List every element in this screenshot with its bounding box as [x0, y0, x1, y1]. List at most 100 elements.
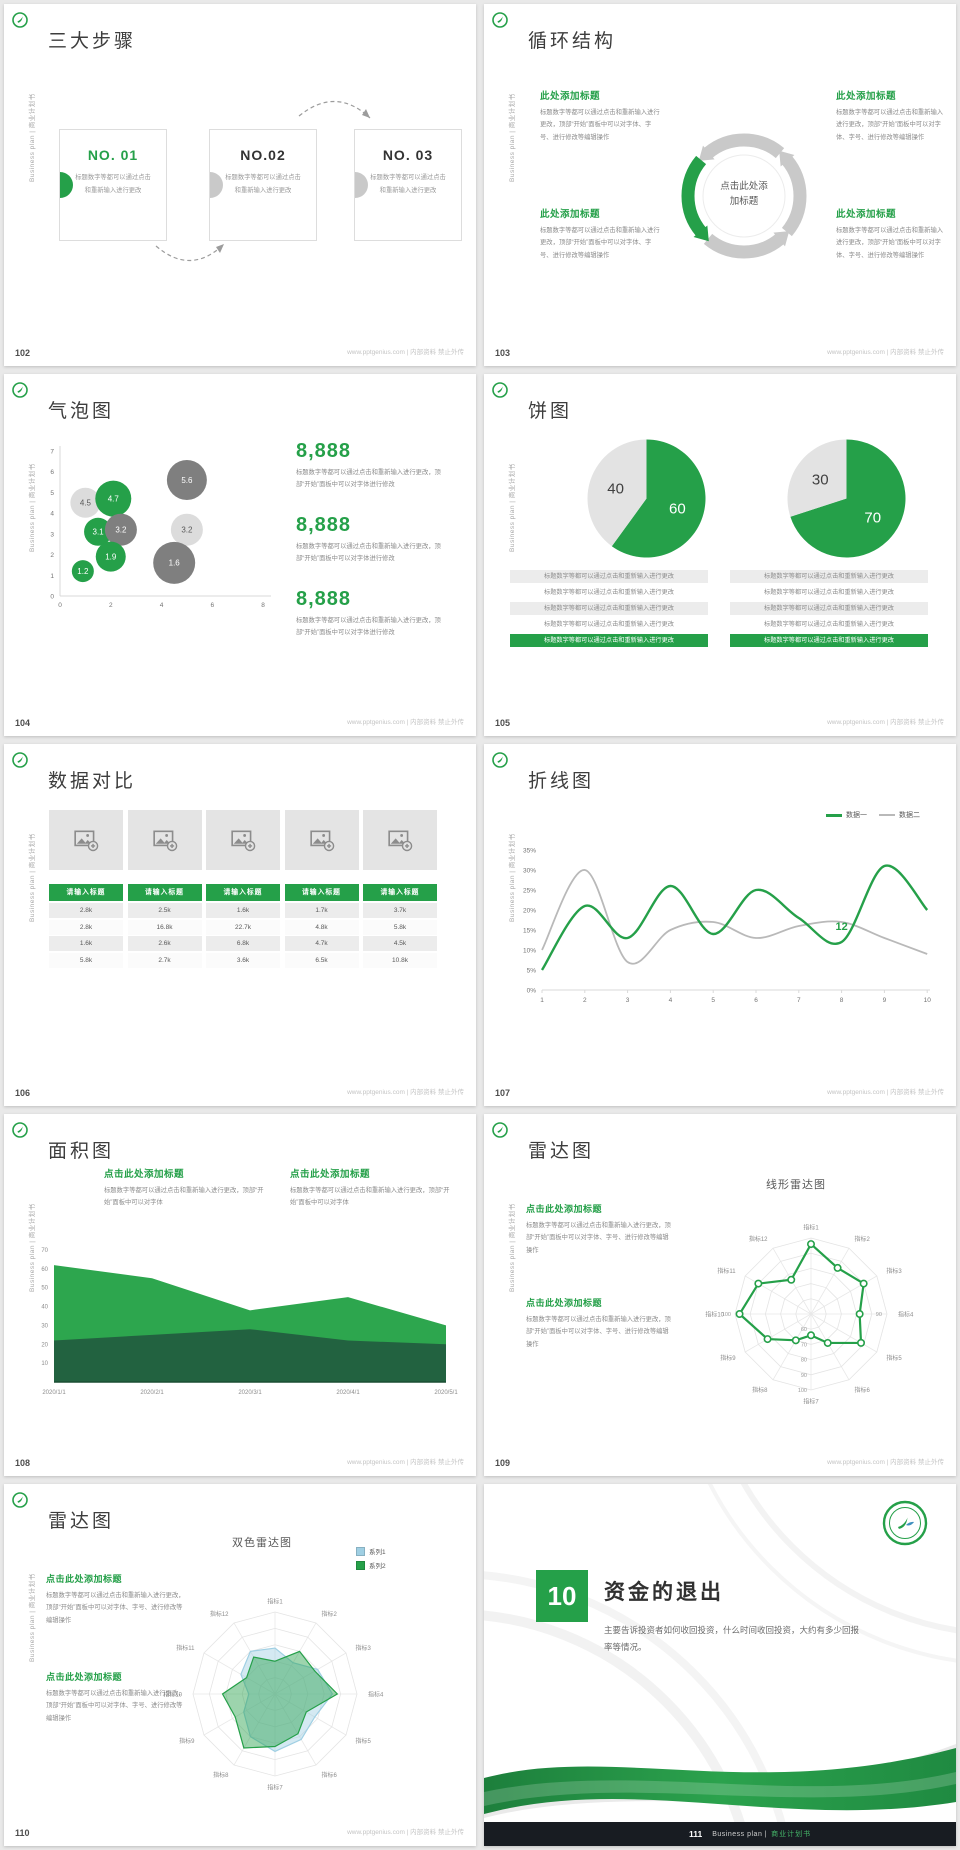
svg-text:指标9: 指标9 — [179, 1737, 195, 1745]
pie-caption-row: 标题数字等都可以通过点击和重新输入进行更改 — [510, 618, 708, 631]
svg-text:90: 90 — [876, 1312, 882, 1318]
svg-text:指标4: 指标4 — [898, 1311, 914, 1319]
table-cell: 6.5k — [284, 952, 359, 968]
slide-105-pie-charts[interactable]: Business plan | 商业计划书 饼图 60 40 70 30 标题数字等… — [484, 374, 956, 736]
footer-note: www.pptgenius.com | 内部资料 禁止外传 — [347, 719, 464, 726]
image-placeholder[interactable] — [127, 810, 202, 870]
slide-103-cycle[interactable]: Business plan | 商业计划书 循环结构 此处添加标题 标题数字等都… — [484, 4, 956, 366]
block-title: 点击此处添加标题 — [526, 1204, 603, 1214]
radar-block-2: 点击此处添加标题 标题数字等都可以通过点击和重新输入进行更改，顶部“开始”面板中… — [526, 1296, 674, 1351]
stat-body: 标题数字等都可以通过点击和重新输入进行更改，顶部“开始”面板中可以对字体进行修改 — [296, 617, 441, 636]
svg-text:1: 1 — [540, 997, 544, 1004]
svg-text:25%: 25% — [523, 888, 536, 895]
step-body: 标题数字等都可以通过点击和重新输入进行更改 — [225, 174, 301, 195]
svg-text:5%: 5% — [527, 968, 537, 975]
add-image-icon — [231, 830, 256, 852]
vertical-brand-text: Business plan | 商业计划书 — [509, 93, 516, 182]
brand-logo-icon — [12, 382, 28, 398]
table-cell: 4.5k — [363, 936, 437, 951]
slide-102-three-steps[interactable]: Business plan | 商业计划书 三大步骤 NO. 01 标题数字等都… — [4, 4, 476, 366]
page-number: 104 — [15, 718, 31, 728]
table-cell: 2.5k — [127, 903, 202, 918]
block-title: 点击此处添加标题 — [104, 1169, 185, 1180]
svg-text:20: 20 — [41, 1342, 48, 1348]
vertical-brand-text: Business plan | 商业计划书 — [29, 1573, 36, 1662]
table-cell: 2.6k — [127, 936, 202, 951]
svg-text:2020/2/1: 2020/2/1 — [140, 1390, 164, 1396]
svg-text:9: 9 — [883, 997, 887, 1004]
step-card-2: NO.02 标题数字等都可以通过点击和重新输入进行更改 — [209, 129, 317, 241]
bubble-chart: 0 1 2 3 4 5 6 7 0 2 4 6 8 4.5 4.7 5.6 3.1 3.2 3.2 1.9 1.6 1.2 — [50, 446, 271, 609]
svg-text:20%: 20% — [523, 908, 536, 915]
pie-caption-row: 标题数字等都可以通过点击和重新输入进行更改 — [510, 602, 708, 615]
radar-block-2: 点击此处添加标题 标题数字等都可以通过点击和重新输入进行更改，顶部“开始”面板中… — [46, 1670, 186, 1725]
cycle-block-top-left: 此处添加标题 标题数字等都可以通过点击和重新输入进行更改，顶部“开始”面板中可以… — [540, 88, 662, 144]
table-cell: 1.7k — [284, 903, 359, 918]
footer-brand-cn: 商业计划书 — [771, 1831, 812, 1838]
image-placeholder-row — [49, 810, 437, 870]
slide-110-radar-dual[interactable]: Business plan | 商业计划书 雷达图 点击此处添加标题 标题数字等… — [4, 1484, 476, 1846]
svg-text:6: 6 — [210, 602, 214, 609]
block-title: 点击此处添加标题 — [526, 1298, 603, 1308]
image-placeholder[interactable] — [49, 810, 123, 870]
table-cell: 5.8k — [49, 952, 123, 968]
svg-text:指标7: 指标7 — [267, 1784, 283, 1792]
block-body: 标题数字等都可以通过点击和重新输入进行更改，顶部“开始”面板中可以对字体、字号、… — [540, 227, 660, 259]
svg-text:50: 50 — [41, 1286, 48, 1292]
cycle-block-bottom-right: 此处添加标题 标题数字等都可以通过点击和重新输入进行更改，顶部“开始”面板中可以… — [836, 206, 948, 262]
section-title: 资金的退出 — [604, 1581, 724, 1604]
svg-text:70: 70 — [864, 510, 881, 527]
slide-107-line-chart[interactable]: Business plan | 商业计划书 折线图 数据一 数据二 0% 5% 10… — [484, 744, 956, 1106]
legend-label: 数据一 — [846, 812, 867, 819]
svg-text:80: 80 — [801, 1358, 807, 1364]
footer-note: www.pptgenius.com | 内部资料 禁止外传 — [347, 1459, 464, 1466]
footer-note: www.pptgenius.com | 内部资料 禁止外传 — [827, 719, 944, 726]
page-number: 106 — [15, 1088, 31, 1098]
radar-dual-chart: 指标1 指标2 指标3 指标4 指标5 指标6 指标7 指标8 指标9 指标10 指标11 指标12 — [163, 1598, 384, 1792]
svg-text:2: 2 — [50, 552, 54, 559]
brand-logo-icon — [492, 752, 508, 768]
image-placeholder[interactable] — [284, 810, 359, 870]
pie-chart-left: 60 40 — [587, 439, 706, 558]
table-cell: 3.6k — [206, 952, 280, 968]
slide-title: 雷达图 — [48, 1511, 115, 1532]
svg-text:7: 7 — [50, 449, 54, 456]
legend-label: 数据二 — [899, 812, 920, 819]
stat-value: 8,888 — [296, 588, 352, 610]
legend-label: 系列2 — [369, 1563, 386, 1570]
pie-caption-row: 标题数字等都可以通过点击和重新输入进行更改 — [730, 570, 928, 583]
table-header-cell: 请输入标题 — [284, 884, 359, 901]
svg-text:指标10: 指标10 — [705, 1311, 724, 1319]
svg-text:指标10: 指标10 — [163, 1691, 182, 1699]
radar-chart-title: 双色雷达图 — [232, 1537, 292, 1549]
image-placeholder[interactable] — [363, 810, 437, 870]
slide-109-radar-line[interactable]: Business plan | 商业计划书 雷达图 点击此处添加标题 标题数字等… — [484, 1114, 956, 1476]
block-body: 标题数字等都可以通过点击和重新输入进行更改，顶部“开始”面板中可以对字体、字号、… — [836, 109, 944, 141]
slide-104-bubble-chart[interactable]: Business plan | 商业计划书 气泡图 0 1 2 3 4 5 6 7 0 2 4 6 8 4… — [4, 374, 476, 736]
svg-text:0: 0 — [58, 602, 62, 609]
step-number: NO. 01 — [87, 147, 139, 163]
slide-111-section-funds-exit[interactable]: 10 资金的退出 主要告诉投资者如何收回投资，什么时间收回投资，大约有多少回报率… — [484, 1484, 956, 1846]
comparison-table: 请输入标题 请输入标题 请输入标题 请输入标题 请输入标题 2.8k 2.5k 1.6k 1.7… — [49, 884, 437, 969]
svg-text:5: 5 — [711, 997, 715, 1004]
svg-text:指标2: 指标2 — [322, 1610, 338, 1618]
svg-text:40: 40 — [41, 1305, 48, 1311]
table-cell: 4.7k — [284, 936, 359, 951]
slide-108-area-chart[interactable]: Business plan | 商业计划书 面积图 点击此处添加标题 标题数字等… — [4, 1114, 476, 1476]
caption-column-right: 标题数字等都可以通过点击和重新输入进行更改 标题数字等都可以通过点击和重新输入进行… — [730, 570, 928, 650]
footer-brand: Business plan | — [712, 1830, 768, 1838]
vertical-brand-text: Business plan | 商业计划书 — [29, 833, 36, 922]
pie-caption-row: 标题数字等都可以通过点击和重新输入进行更改 — [730, 602, 928, 615]
block-title: 点击此处添加标题 — [46, 1672, 123, 1682]
table-header-cell: 请输入标题 — [363, 884, 437, 901]
table-row: 1.6k 2.6k 6.8k 4.7k 4.5k — [49, 936, 437, 951]
svg-text:30%: 30% — [523, 868, 536, 875]
block-body: 标题数字等都可以通过点击和重新输入进行更改，顶部“开始”面板中可以对字体 — [104, 1187, 264, 1207]
svg-text:100: 100 — [798, 1388, 807, 1394]
table-cell: 2.8k — [49, 903, 123, 918]
svg-text:指标1: 指标1 — [803, 1224, 819, 1232]
svg-text:1: 1 — [50, 573, 54, 580]
slide-106-data-comparison[interactable]: Business plan | 商业计划书 数据对比 — [4, 744, 476, 1106]
image-placeholder[interactable] — [206, 810, 280, 870]
